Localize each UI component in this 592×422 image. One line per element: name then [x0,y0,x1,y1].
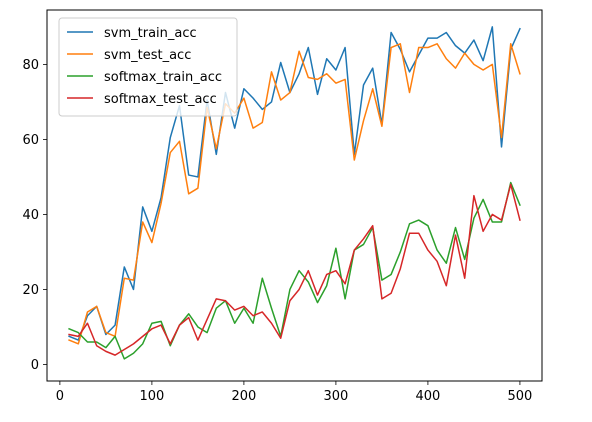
legend-label: svm_test_acc [104,48,191,63]
y-tick-label: 60 [22,133,39,148]
legend: svm_train_acc svm_test_acc softmax_train_a… [59,18,237,116]
y-tick-label: 20 [22,283,39,298]
y-tick-label: 40 [22,208,39,223]
x-tick-label: 400 [415,389,440,404]
x-tick-label: 100 [139,389,164,404]
y-tick-label: 0 [31,358,39,373]
x-tick-label: 300 [323,389,348,404]
y-tick-label: 80 [22,58,39,73]
x-tick-label: 0 [56,389,64,404]
legend-label: softmax_test_acc [104,92,217,107]
x-tick-label: 200 [231,389,256,404]
legend-label: svm_train_acc [104,26,197,41]
x-tick-label: 500 [508,389,533,404]
legend-label: softmax_train_acc [104,70,222,85]
